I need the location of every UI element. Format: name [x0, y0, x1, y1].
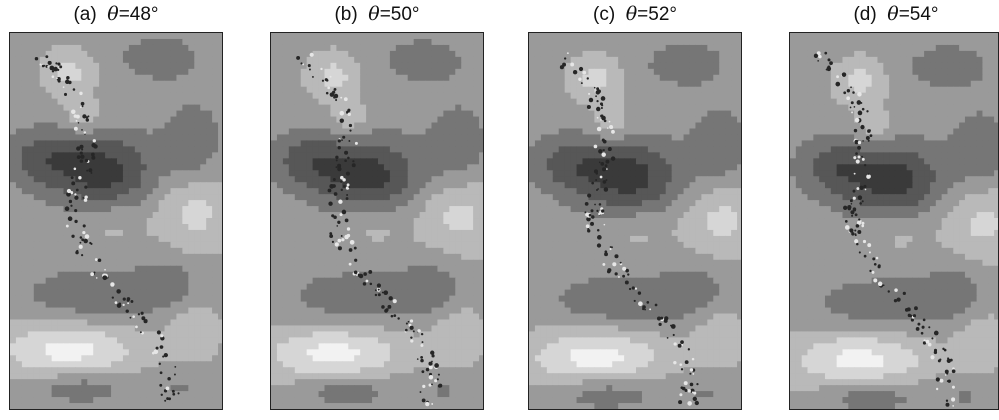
panel-a-prefix: (a) — [73, 4, 97, 25]
panel-d-value: =54° — [898, 4, 939, 25]
panel-d-label: (d) θ=54° — [789, 3, 999, 26]
panel-a-contour-svg — [10, 33, 222, 409]
panel-b-label: (b) θ=50° — [270, 3, 484, 26]
panel-a-theta: θ — [107, 3, 119, 25]
panel-a-value: =48° — [118, 4, 159, 25]
panel-c-theta: θ — [625, 3, 638, 25]
panel-c-label: (c) θ=52° — [528, 3, 742, 26]
panel-c-prefix: (c) — [593, 4, 616, 25]
panel-d-prefix: (d) — [853, 4, 877, 25]
panel-d-contour-map — [789, 32, 999, 410]
panel-b-theta: θ — [368, 3, 380, 25]
panel-b-value: =50° — [379, 4, 420, 25]
panel-b-prefix: (b) — [334, 4, 358, 25]
panel-c-contour-svg — [529, 33, 741, 409]
panel-c-value: =52° — [637, 4, 677, 25]
panel-c-contour-map — [528, 32, 742, 410]
panel-b-contour-map — [270, 32, 484, 410]
panel-a-label: (a) θ=48° — [9, 3, 223, 26]
panel-a-contour-map — [9, 32, 223, 410]
panel-d-contour-svg — [790, 33, 998, 409]
panel-d-theta: θ — [887, 3, 899, 25]
panel-b-contour-svg — [271, 33, 483, 409]
